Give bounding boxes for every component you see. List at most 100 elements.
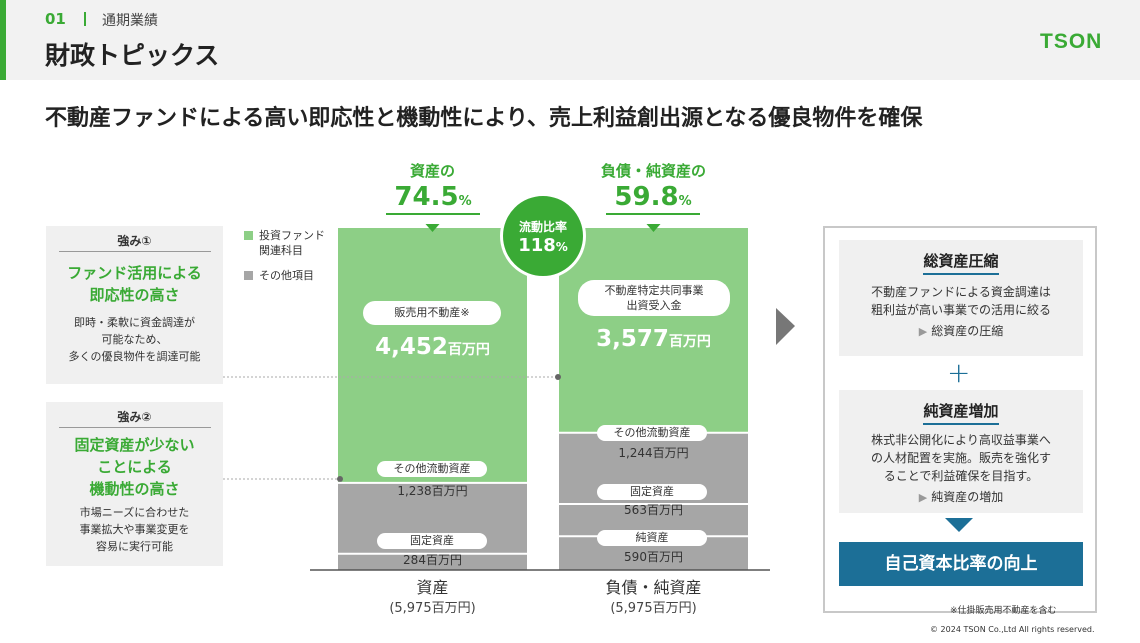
segment-value-other-current: 1,238百万円 — [397, 484, 468, 498]
segment-number: 3,577 — [596, 326, 669, 352]
segment-value-fund-deposits: 3,577百万円 — [559, 326, 748, 352]
strength-title: ファンド活用による 即応性の高さ — [46, 262, 223, 306]
strength-card-1: 強み① ファンド活用による 即応性の高さ 即時・柔軟に資金調達が 可能なため、 … — [46, 226, 223, 384]
segment-tag-net-assets: 純資産 — [597, 530, 707, 546]
segment-tag-fixed: 固定資産 — [377, 533, 487, 549]
strength-description: 市場ニーズに合わせた 事業拡大や事業変更を 容易に実行可能 — [46, 504, 223, 555]
legend-swatch-gray — [244, 271, 253, 280]
ratio-unit: % — [458, 194, 472, 209]
segment-unit: 百万円 — [668, 334, 711, 350]
legend-label: その他項目 — [259, 269, 314, 282]
strength-title-line: 固定資産が少ない — [74, 436, 195, 454]
segment-tag-other-current-2: その他流動資産 — [597, 425, 707, 441]
strength-desc-line: 容易に実行可能 — [96, 540, 173, 553]
down-triangle-icon — [945, 518, 973, 532]
triangle-right-icon: ▶ — [918, 325, 928, 338]
strength-desc-line: 多くの優良物件を調達可能 — [68, 350, 201, 363]
page-title: 財政トピックス — [45, 41, 220, 70]
tson-logo: TSON — [1040, 30, 1103, 53]
strength-title: 固定資産が少ない ことによる 機動性の高さ — [46, 434, 223, 500]
strategy-box-net-asset-increase: 純資産増加 株式非公開化により高収益事業へ の人材配置を実施。販売を強化す るこ… — [839, 390, 1083, 513]
plus-icon: + — [947, 356, 971, 389]
bar-segment-1-0 — [559, 228, 748, 433]
strategy-result-text: 純資産の増加 — [931, 490, 1004, 504]
current-ratio-label: 流動比率 — [518, 220, 567, 234]
connector-dot-2 — [337, 476, 343, 482]
legend-swatch-green — [244, 231, 253, 240]
strength-desc-line: 即時・柔軟に資金調達が — [74, 316, 195, 329]
ratio-label-assets: 資産の — [409, 162, 455, 180]
strength-desc-line: 市場ニーズに合わせた — [79, 506, 190, 519]
legend-label-line: 投資ファンド — [259, 229, 325, 242]
strategy-result: ▶ 総資産の圧縮 — [839, 322, 1083, 339]
bar-segment-0-0 — [338, 228, 527, 483]
strength-description: 即時・柔軟に資金調達が 可能なため、 多くの優良物件を調達可能 — [46, 314, 223, 365]
legend-item-fund: 投資ファンド 関連科目 — [244, 228, 325, 258]
strength-title-line: ファンド活用による — [67, 264, 202, 282]
segment-tag-line: 出資受入金 — [626, 299, 682, 312]
strategy-desc-line: の人材配置を実施。販売を強化す — [870, 451, 1051, 465]
connector-dot-1 — [555, 374, 561, 380]
strength-title-line: ことによる — [97, 458, 172, 476]
ratio-unit: % — [678, 194, 692, 209]
legend-item-other: その他項目 — [244, 268, 314, 283]
strategy-desc-line: 不動産ファンドによる資金調達は — [871, 285, 1051, 299]
section-name: 通期業績 — [102, 13, 158, 29]
strength-desc-line: 可能なため、 — [101, 333, 168, 346]
x-axis-total-liabilities: (5,975百万円) — [610, 601, 697, 616]
current-ratio-value: 118% — [503, 235, 583, 256]
ratio-label-liabilities: 負債・純資産の — [600, 162, 706, 180]
segment-value-fixed: 284百万円 — [403, 553, 462, 567]
equity-ratio-result: 自己資本比率の向上 — [839, 542, 1083, 586]
segment-unit: 百万円 — [447, 342, 490, 358]
x-axis-label-assets: 資産 — [416, 578, 449, 597]
x-axis-total-assets: (5,975百万円) — [389, 601, 476, 616]
strength-tag: 強み② — [58, 408, 211, 428]
bar-segment-0-2 — [338, 553, 527, 570]
strategy-description: 不動産ファンドによる資金調達は 粗利益が高い事業での活用に絞る — [839, 283, 1083, 319]
segment-number: 4,452 — [375, 334, 448, 360]
header-accent — [0, 0, 6, 80]
segment-value-real-estate: 4,452百万円 — [338, 334, 527, 360]
strategy-desc-line: 粗利益が高い事業での活用に絞る — [870, 303, 1051, 317]
current-ratio-unit: % — [555, 240, 568, 254]
section-separator — [84, 12, 86, 26]
current-ratio-badge: 流動比率 118% — [500, 193, 586, 279]
ratio-number: 59.8 — [614, 182, 679, 212]
segment-value-other-current-2: 1,244百万円 — [618, 446, 689, 460]
strength-card-2: 強み② 固定資産が少ない ことによる 機動性の高さ 市場ニーズに合わせた 事業拡… — [46, 402, 223, 566]
strategy-panel: 総資産圧縮 不動産ファンドによる資金調達は 粗利益が高い事業での活用に絞る ▶ 総… — [823, 226, 1097, 613]
ratio-value-liabilities: 59.8% — [606, 182, 700, 215]
legend-label-line: 関連科目 — [259, 244, 303, 257]
right-arrow-icon — [776, 308, 795, 345]
triangle-right-icon: ▶ — [918, 491, 928, 504]
strategy-desc-line: 株式非公開化により高収益事業へ — [871, 433, 1051, 447]
copyright: © 2024 TSON Co.,Ltd All rights reserved. — [930, 625, 1095, 634]
segment-tag-fixed-2: 固定資産 — [597, 484, 707, 500]
ratio-pointer-icon — [425, 224, 440, 232]
header-bar: 01 通期業績 財政トピックス TSON — [0, 0, 1140, 80]
ratio-pointer-icon — [646, 224, 661, 232]
footnote: ※仕掛販売用不動産を含む — [950, 606, 1057, 616]
strategy-result: ▶ 純資産の増加 — [839, 488, 1083, 505]
strategy-result-text: 総資産の圧縮 — [931, 324, 1004, 338]
section-number: 01 — [45, 10, 66, 28]
strategy-description: 株式非公開化により高収益事業へ の人材配置を実施。販売を強化す ることで利益確保… — [839, 431, 1083, 485]
segment-tag-real-estate: 販売用不動産※ — [363, 301, 501, 325]
segment-value-net-assets: 590百万円 — [624, 550, 683, 564]
strength-title-line: 機動性の高さ — [89, 480, 180, 498]
segment-tag-line: 不動産特定共同事業 — [604, 284, 704, 297]
strength-desc-line: 事業拡大や事業変更を — [79, 523, 190, 536]
segment-value-fixed-2: 563百万円 — [624, 503, 683, 517]
strategy-title: 純資産増加 — [923, 400, 999, 425]
ratio-value-assets: 74.5% — [386, 182, 480, 215]
current-ratio-number: 118 — [518, 235, 556, 256]
strength-title-line: 即応性の高さ — [89, 286, 180, 304]
headline: 不動産ファンドによる高い即応性と機動性により、売上利益創出源となる優良物件を確保 — [45, 106, 923, 131]
strategy-title: 総資産圧縮 — [923, 250, 999, 275]
strategy-desc-line: ることで利益確保を目指す。 — [883, 469, 1039, 483]
legend-label: 投資ファンド 関連科目 — [259, 228, 325, 258]
x-axis-label-liabilities: 負債・純資産 — [605, 578, 702, 597]
